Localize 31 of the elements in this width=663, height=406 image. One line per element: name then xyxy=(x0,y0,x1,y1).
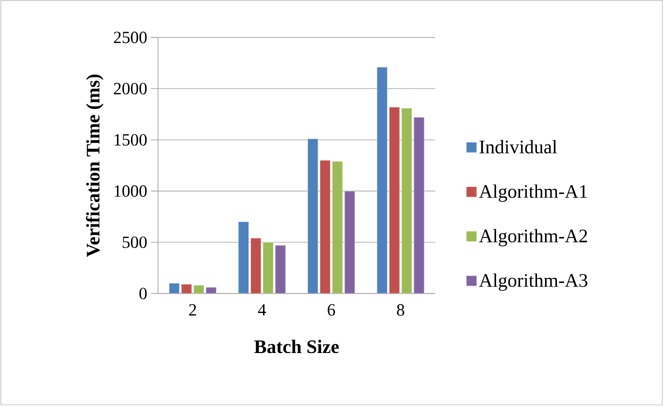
x-tick-label: 8 xyxy=(396,304,404,316)
y-tick-label: 2000 xyxy=(114,83,147,95)
bar xyxy=(206,287,216,294)
x-tick-label: 4 xyxy=(258,304,266,316)
y-tick-label: 500 xyxy=(122,236,147,248)
y-tick-label: 0 xyxy=(139,288,147,300)
x-tick-label: 6 xyxy=(328,304,336,316)
bar xyxy=(332,161,343,294)
y-tick-label: 2500 xyxy=(114,32,147,44)
bar xyxy=(320,160,330,294)
x-axis-title: Batch Size xyxy=(254,340,339,354)
bar xyxy=(168,283,180,294)
y-axis-title: Verification Time (ms) xyxy=(86,74,104,258)
bar xyxy=(275,245,286,294)
bar xyxy=(181,284,192,294)
bar xyxy=(376,67,388,294)
bar xyxy=(238,222,249,294)
bar xyxy=(414,117,424,294)
legend-label: Individual xyxy=(480,140,557,154)
x-tick-label: 2 xyxy=(189,304,196,316)
y-tick-label: 1500 xyxy=(114,134,147,146)
bar xyxy=(262,242,274,294)
legend-label: Algorithm-A2 xyxy=(479,229,588,247)
legend-label: Algorithm-A1 xyxy=(479,184,587,202)
legend-label: Algorithm-A3 xyxy=(479,274,588,292)
bar xyxy=(344,191,356,294)
bar xyxy=(389,107,400,294)
bar xyxy=(250,238,262,294)
y-tick-label: 1000 xyxy=(114,186,147,198)
bar xyxy=(401,108,412,294)
bar xyxy=(307,138,318,294)
